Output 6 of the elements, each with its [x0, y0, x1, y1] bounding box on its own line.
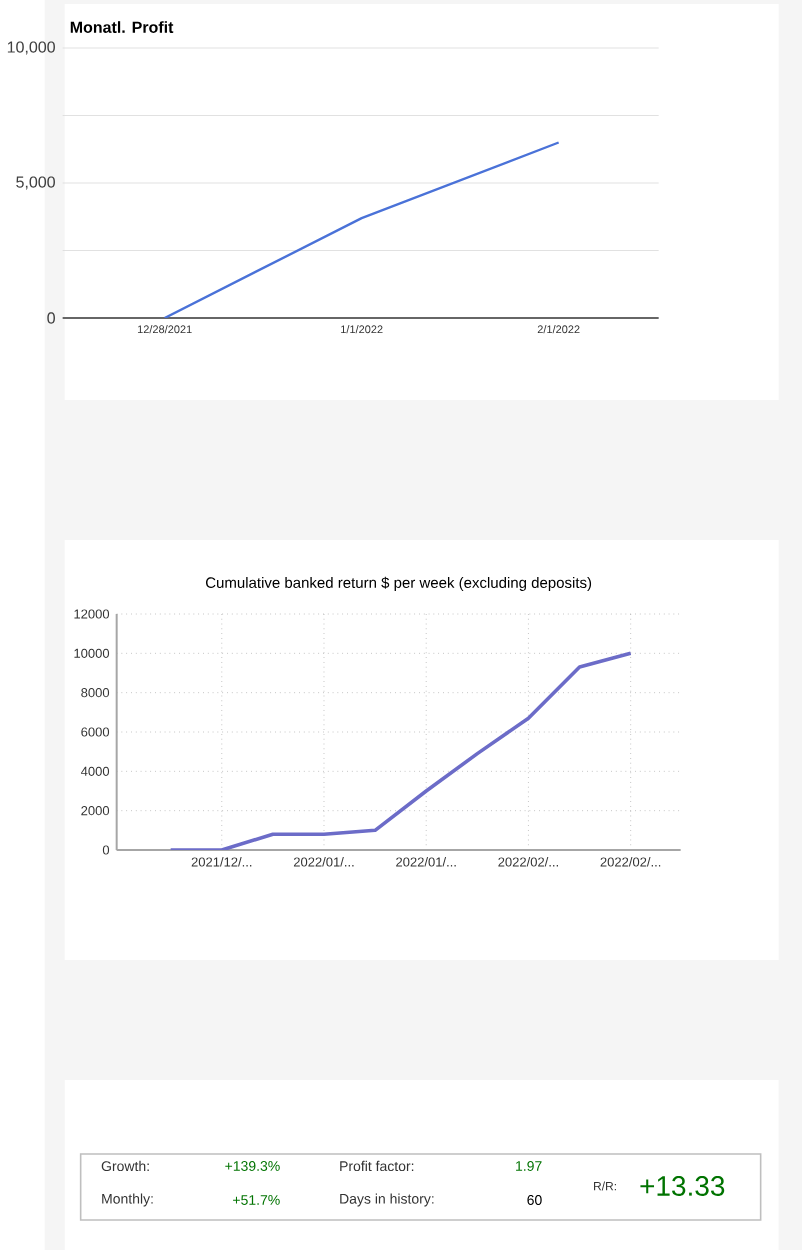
y-tick-label: 0	[47, 312, 55, 324]
text: +13.33	[640, 1176, 724, 1196]
y-tick-label: 10,000	[7, 41, 55, 55]
chart-title: Monatl. Profit	[70, 21, 173, 33]
line-series	[168, 651, 633, 850]
y-tick-label: 5,000	[15, 176, 55, 190]
